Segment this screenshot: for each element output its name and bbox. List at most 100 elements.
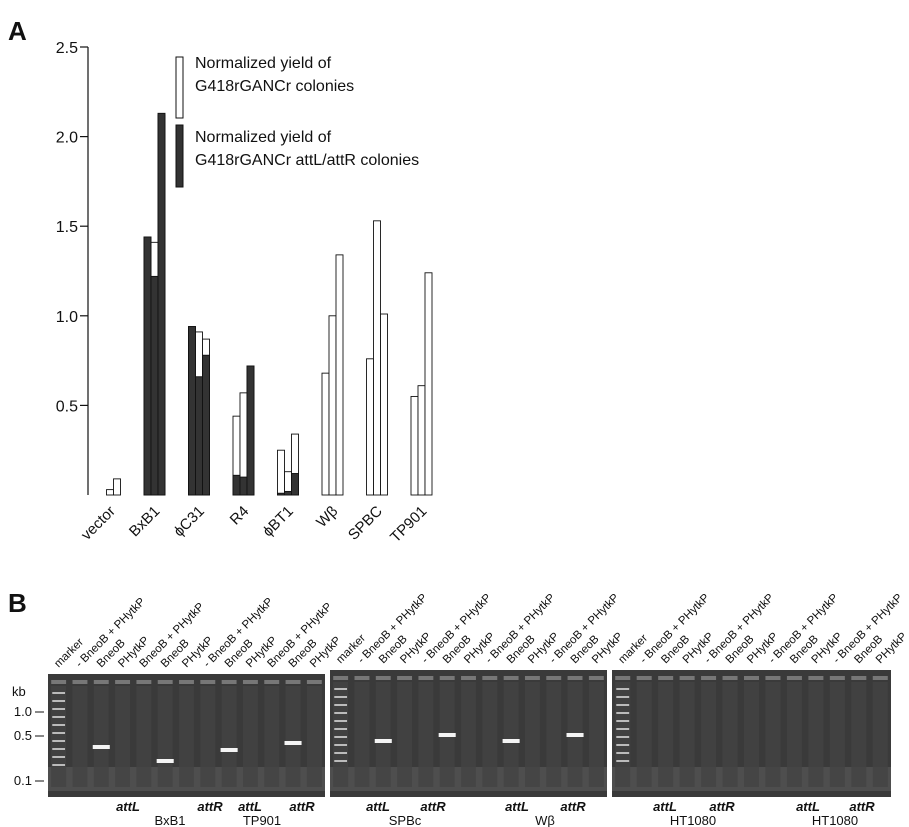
site-label: attL <box>116 799 140 814</box>
size-marker: 1.0 <box>14 704 32 719</box>
x-tick-label: BxB1 <box>126 503 163 540</box>
bar <box>322 373 329 495</box>
ladder-band <box>52 724 65 726</box>
well <box>94 680 109 684</box>
gel-band <box>439 733 456 737</box>
legend-entry: Normalized yield of G418rGANCr attL/attR… <box>195 126 515 186</box>
gel-band <box>93 745 110 749</box>
bar <box>374 221 381 495</box>
bar <box>292 473 299 495</box>
lane <box>525 682 540 787</box>
lane <box>136 686 151 787</box>
gel-name: HT1080 <box>812 813 858 827</box>
lane <box>851 682 866 787</box>
ladder-band <box>52 748 65 750</box>
well <box>355 676 370 680</box>
y-tick-label: 1.5 <box>56 219 78 236</box>
bar <box>381 314 388 495</box>
figure: A B 0.51.01.52.02.5vectorBxB1ϕC31R4ϕBT1W… <box>0 0 909 827</box>
ladder-band <box>616 728 629 730</box>
lane <box>680 682 695 787</box>
site-label: attL <box>653 799 677 814</box>
lane <box>808 682 823 787</box>
lane <box>115 686 130 787</box>
ladder-band <box>52 756 65 758</box>
lane <box>744 682 759 787</box>
well <box>525 676 540 680</box>
lane <box>637 682 652 787</box>
well <box>808 676 823 680</box>
y-tick-label: 1.0 <box>56 309 78 326</box>
site-label: attR <box>709 799 735 814</box>
well <box>307 680 322 684</box>
gel-band <box>375 739 392 743</box>
y-tick-label: 2.0 <box>56 130 78 147</box>
gel-band <box>157 759 174 763</box>
site-label: attR <box>420 799 446 814</box>
well <box>397 676 412 680</box>
lane <box>723 682 738 787</box>
lane <box>504 682 519 787</box>
well <box>136 680 151 684</box>
lane <box>286 686 301 787</box>
ladder-band <box>52 732 65 734</box>
bar <box>336 255 343 495</box>
x-tick-label: R4 <box>227 503 253 529</box>
size-marker: 0.5 <box>14 728 32 743</box>
lane <box>179 686 194 787</box>
size-unit: kb <box>12 684 26 699</box>
well <box>637 676 652 680</box>
bar <box>240 477 247 495</box>
lane <box>158 686 173 787</box>
gel-name: HT1080 <box>670 813 716 827</box>
ladder-band <box>334 752 347 754</box>
well <box>418 676 433 680</box>
bar <box>278 493 285 495</box>
lane <box>701 682 716 787</box>
gel-band <box>285 741 302 745</box>
lane <box>873 682 888 787</box>
well <box>286 680 301 684</box>
well <box>873 676 888 680</box>
x-tick-label: ϕC31 <box>170 503 207 540</box>
legend-swatch <box>176 125 183 187</box>
lane <box>222 686 237 787</box>
lane <box>307 686 322 787</box>
ladder-band <box>52 764 65 766</box>
bar <box>329 316 336 495</box>
well <box>568 676 583 680</box>
site-label: attL <box>238 799 262 814</box>
site-label: attL <box>796 799 820 814</box>
well <box>482 676 497 680</box>
well <box>333 676 348 680</box>
site-label: attL <box>366 799 390 814</box>
bar <box>151 276 158 495</box>
gel-name: Wβ <box>535 813 555 827</box>
size-marker: 0.1 <box>14 773 32 788</box>
well <box>51 680 66 684</box>
lane <box>765 682 780 787</box>
lane <box>589 682 604 787</box>
well <box>158 680 173 684</box>
lane <box>397 682 412 787</box>
panel-label: B <box>8 588 27 618</box>
bar <box>367 359 374 495</box>
bar <box>278 450 285 495</box>
ladder-band <box>334 744 347 746</box>
well <box>546 676 561 680</box>
well <box>680 676 695 680</box>
ladder-band <box>334 696 347 698</box>
gel-name: BxB1 <box>154 813 185 827</box>
lane <box>376 682 391 787</box>
bar <box>144 237 151 495</box>
well <box>589 676 604 680</box>
ladder-band <box>52 716 65 718</box>
legend-label: Normalized yield of G418rGANCr colonies <box>195 52 515 98</box>
site-label: attL <box>505 799 529 814</box>
well <box>615 676 630 680</box>
bar <box>203 355 210 495</box>
lane <box>243 686 258 787</box>
x-tick-label: ϕBT1 <box>259 503 296 540</box>
ladder-band <box>334 720 347 722</box>
ladder-band <box>616 696 629 698</box>
